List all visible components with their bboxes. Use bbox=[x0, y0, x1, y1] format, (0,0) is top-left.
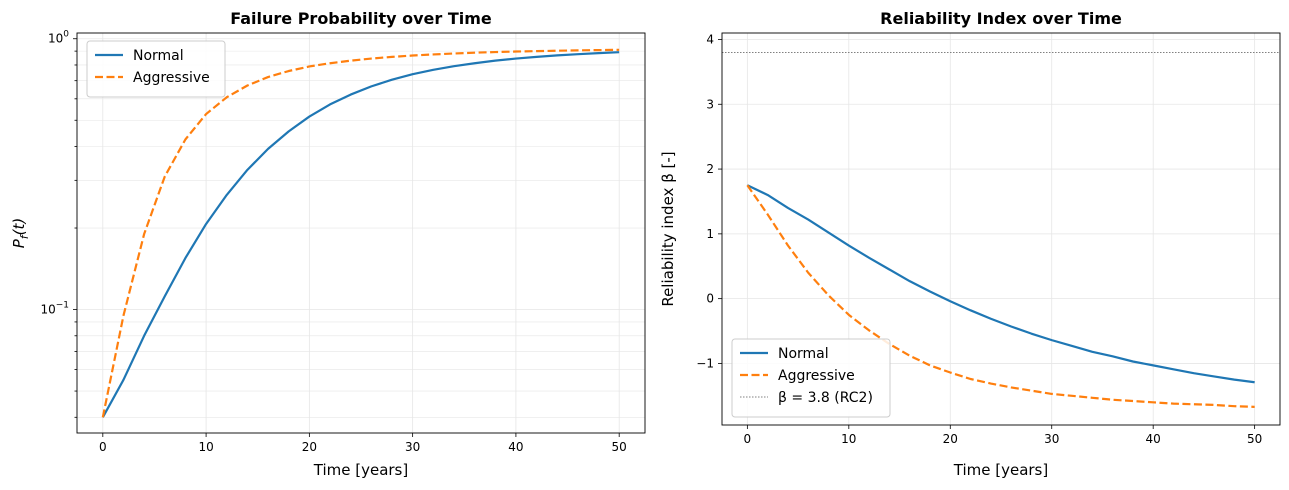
x-tick-label: 10 bbox=[841, 432, 856, 446]
y-axis-label: Pf(t) bbox=[10, 218, 31, 249]
x-tick-label: 20 bbox=[943, 432, 958, 446]
legend-label: Aggressive bbox=[133, 70, 210, 86]
series-line-normal bbox=[746, 184, 1255, 384]
x-axis-label: Time [years] bbox=[953, 461, 1048, 479]
x-tick-label: 50 bbox=[612, 440, 627, 454]
y-tick-label: −1 bbox=[696, 356, 714, 370]
legend: Normal Aggressive bbox=[86, 40, 226, 98]
y-tick-label-base: 10 bbox=[40, 303, 55, 317]
y-axis-label-sub: f bbox=[18, 233, 31, 239]
y-tick-label: 4 bbox=[706, 32, 714, 46]
y-tick-label-base: 10 bbox=[48, 32, 63, 46]
chart-panel-2: 0 10 20 30 40 50 −1 0 1 2 3 4 Reliability Index over… bbox=[659, 9, 1281, 479]
y-tick-label-exp: 0 bbox=[63, 30, 69, 40]
chart-title: Failure Probability over Time bbox=[230, 9, 492, 28]
y-axis-label-base: P bbox=[10, 238, 28, 248]
plot-area bbox=[722, 51, 1280, 408]
series-line-normal bbox=[101, 51, 620, 418]
x-tick-label: 10 bbox=[198, 440, 213, 454]
series-line-aggressive bbox=[746, 184, 1255, 408]
y-axis-label: Reliability index β [-] bbox=[659, 151, 677, 306]
x-tick-label: 0 bbox=[744, 432, 752, 446]
x-tick-label: 20 bbox=[302, 440, 317, 454]
legend-label: β = 3.8 (RC2) bbox=[778, 390, 873, 406]
y-tick-label: 2 bbox=[706, 162, 714, 176]
legend-label: Normal bbox=[133, 48, 184, 64]
series-line-aggressive bbox=[101, 48, 620, 418]
x-tick-label: 30 bbox=[405, 440, 420, 454]
axes-frame bbox=[76, 32, 646, 434]
y-tick-label: 10−1 bbox=[40, 301, 69, 317]
y-tick-label-exp: −1 bbox=[56, 301, 69, 311]
legend-label: Normal bbox=[778, 346, 829, 362]
y-tick-label: 3 bbox=[706, 97, 714, 111]
y-axis-label-arg: (t) bbox=[10, 218, 28, 236]
x-axis-label: Time [years] bbox=[313, 461, 408, 479]
plot-area bbox=[101, 48, 620, 418]
legend-label: Aggressive bbox=[778, 368, 855, 384]
x-tick-label: 40 bbox=[508, 440, 523, 454]
legend-box bbox=[731, 338, 891, 418]
x-tick-label: 0 bbox=[99, 440, 107, 454]
x-tick-label: 50 bbox=[1247, 432, 1262, 446]
legend: Normal Aggressive β = 3.8 (RC2) bbox=[731, 338, 891, 418]
x-tick-label: 30 bbox=[1044, 432, 1059, 446]
grid bbox=[77, 33, 645, 433]
chart-title: Reliability Index over Time bbox=[880, 9, 1122, 28]
y-tick-label: 0 bbox=[706, 292, 714, 306]
y-tick-label: 1 bbox=[706, 227, 714, 241]
x-tick-label: 40 bbox=[1146, 432, 1161, 446]
y-tick-label: 100 bbox=[48, 30, 69, 46]
axes-frame bbox=[721, 32, 1281, 426]
grid bbox=[722, 33, 1280, 425]
